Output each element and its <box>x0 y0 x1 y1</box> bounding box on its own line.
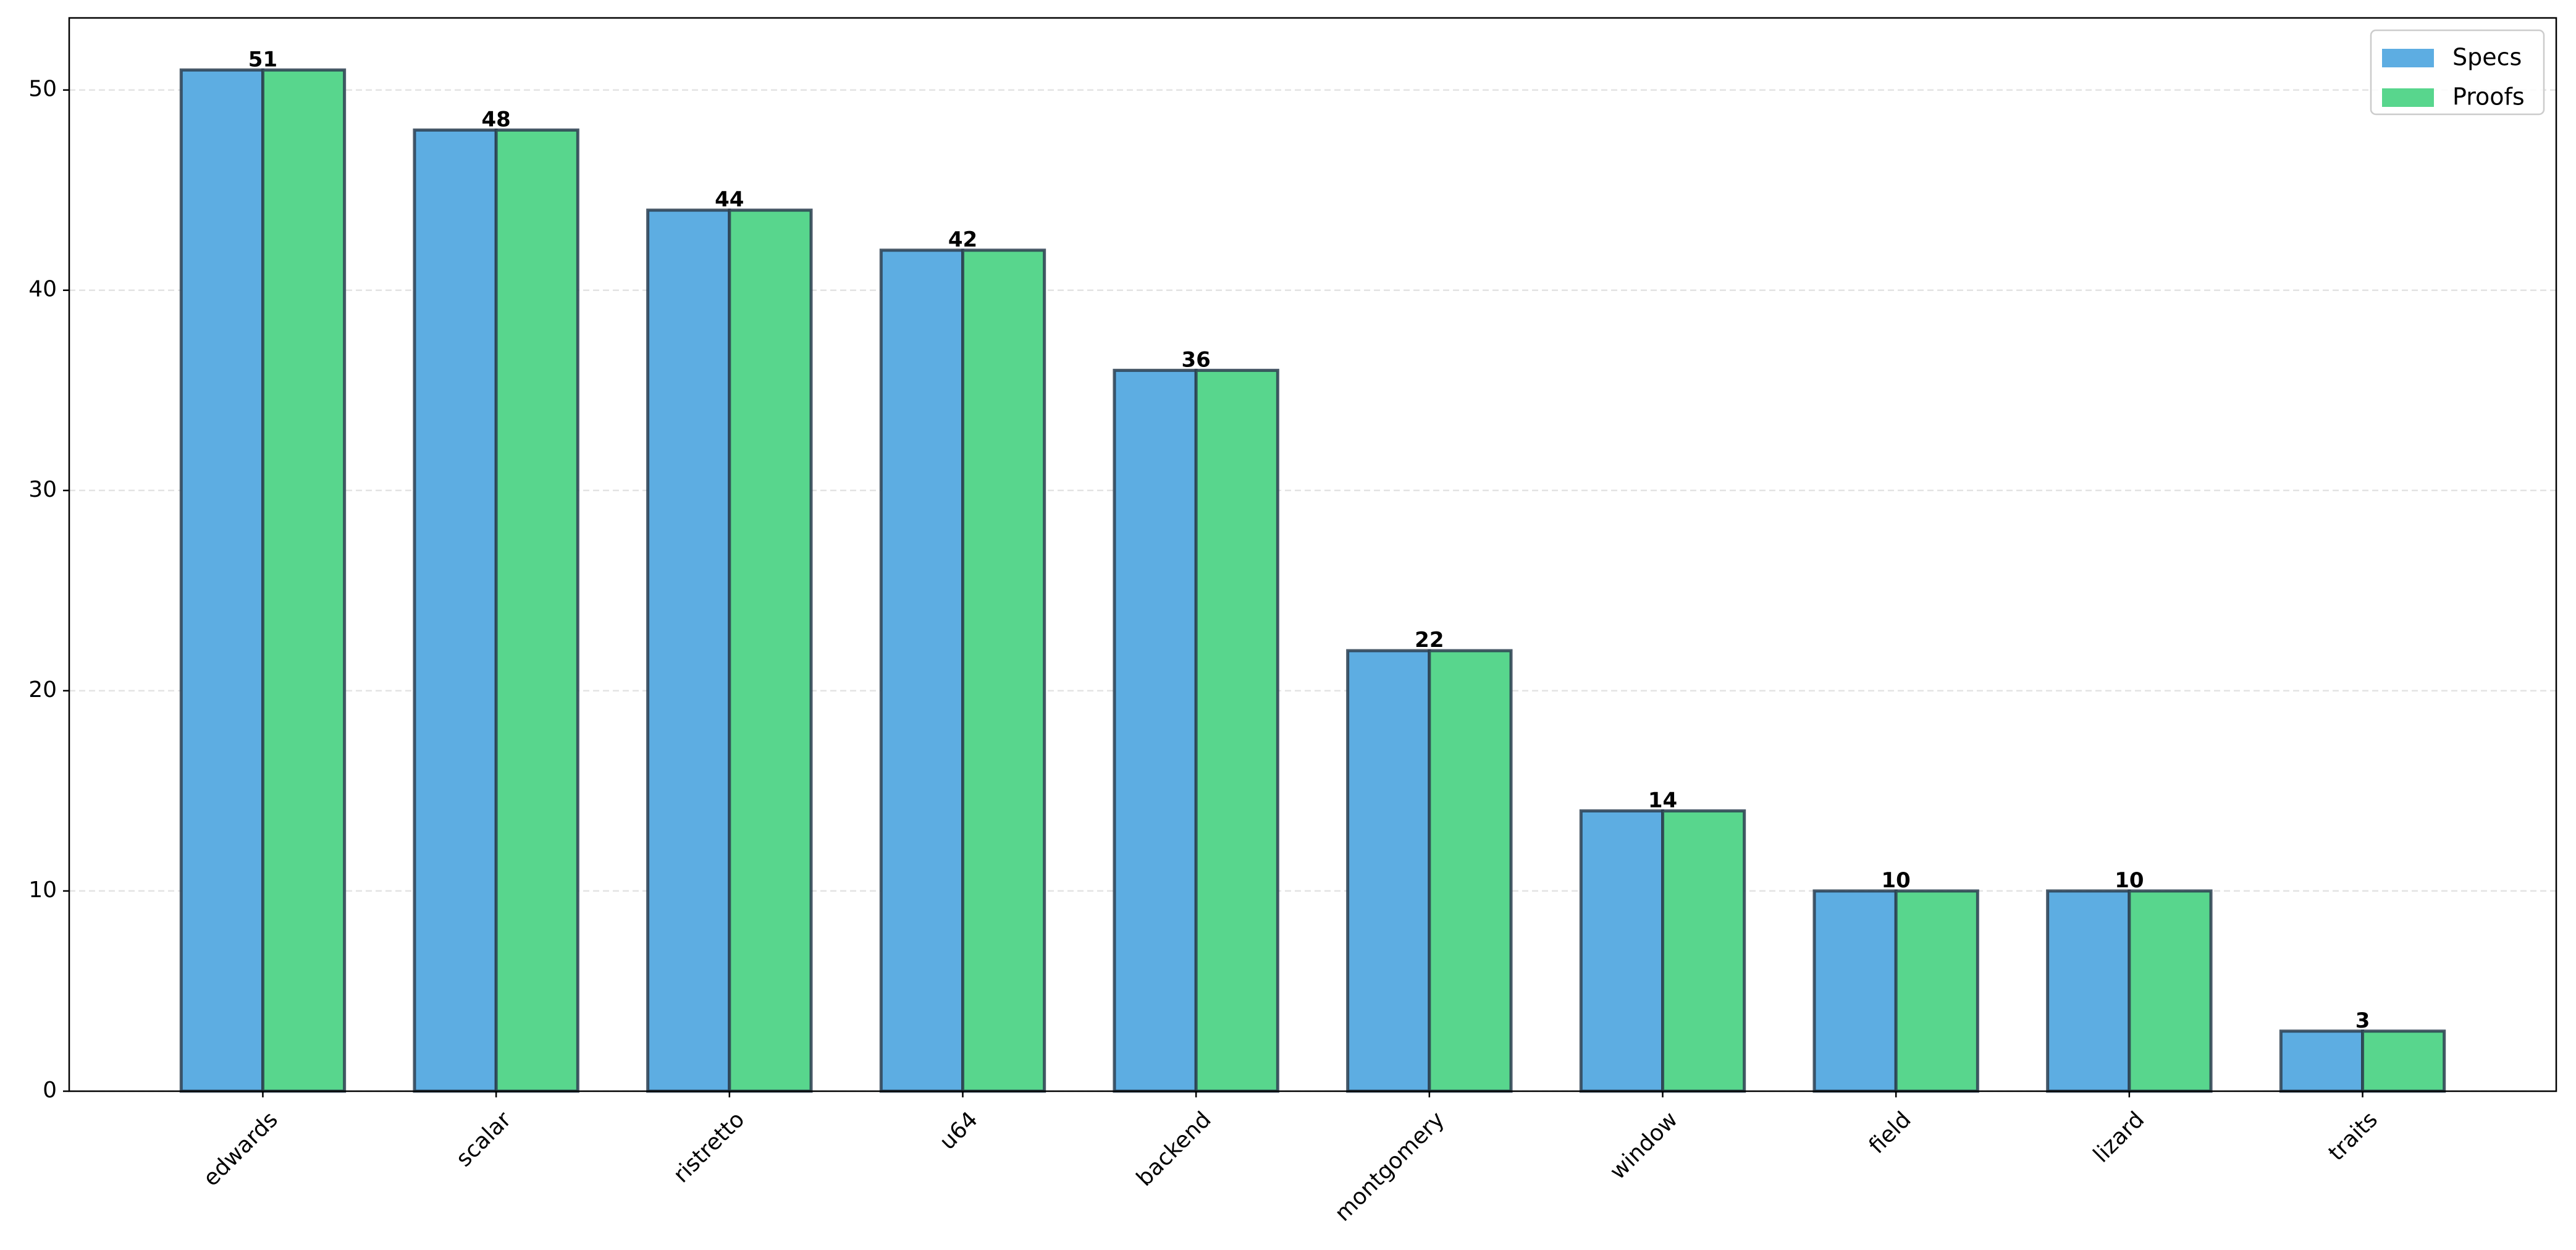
bar <box>1113 368 1198 1093</box>
bar <box>494 128 579 1093</box>
value-label: 44 <box>715 187 744 212</box>
y-tick-label: 0 <box>43 1078 57 1103</box>
x-tick-label: traits <box>2324 1107 2383 1165</box>
x-tick-label: scalar <box>452 1107 516 1172</box>
value-label: 36 <box>1181 347 1210 372</box>
bar <box>2046 889 2131 1093</box>
bar <box>1194 368 1279 1093</box>
y-tick-label: 20 <box>28 677 57 703</box>
legend-swatch <box>2382 49 2434 67</box>
bar <box>728 208 813 1093</box>
bar <box>179 68 264 1093</box>
bar <box>646 208 731 1093</box>
value-label: 51 <box>248 47 277 72</box>
value-label: 3 <box>2355 1008 2370 1033</box>
bar <box>1661 809 1746 1093</box>
bar <box>879 248 964 1093</box>
bar <box>1812 889 1898 1093</box>
bar <box>2128 889 2213 1093</box>
bar <box>413 128 498 1093</box>
bar <box>1579 809 1665 1093</box>
y-tick-label: 30 <box>28 477 57 502</box>
x-tick-label: u64 <box>935 1107 983 1155</box>
legend-swatch <box>2382 88 2434 107</box>
x-tick-label: window <box>1605 1107 1683 1185</box>
legend-label: Proofs <box>2452 83 2525 111</box>
value-label: 22 <box>1415 628 1444 652</box>
x-tick-label: ristretto <box>668 1107 749 1188</box>
value-label: 42 <box>948 227 977 252</box>
bar <box>1428 649 1513 1093</box>
y-tick-label: 40 <box>28 277 57 302</box>
bar <box>1346 649 1431 1093</box>
value-label: 10 <box>2115 868 2144 893</box>
value-label: 48 <box>481 107 510 132</box>
x-tick-label: lizard <box>2089 1107 2149 1167</box>
x-tick-label: field <box>1864 1107 1916 1159</box>
x-tick-label: backend <box>1132 1107 1216 1191</box>
y-tick-label: 50 <box>28 77 57 102</box>
bar <box>1894 889 1979 1093</box>
plot-frame <box>68 17 2557 1092</box>
bar <box>2279 1029 2365 1093</box>
bar <box>261 68 347 1093</box>
value-label: 14 <box>1648 788 1677 813</box>
y-tick-label: 10 <box>28 877 57 903</box>
bar <box>961 248 1046 1093</box>
legend: Specs Proofs <box>2370 29 2545 116</box>
value-label: 10 <box>1882 868 1911 893</box>
x-tick-label: edwards <box>198 1107 283 1191</box>
legend-label: Specs <box>2452 44 2522 71</box>
bar <box>2361 1029 2446 1093</box>
x-tick-label: montgomery <box>1330 1107 1449 1226</box>
